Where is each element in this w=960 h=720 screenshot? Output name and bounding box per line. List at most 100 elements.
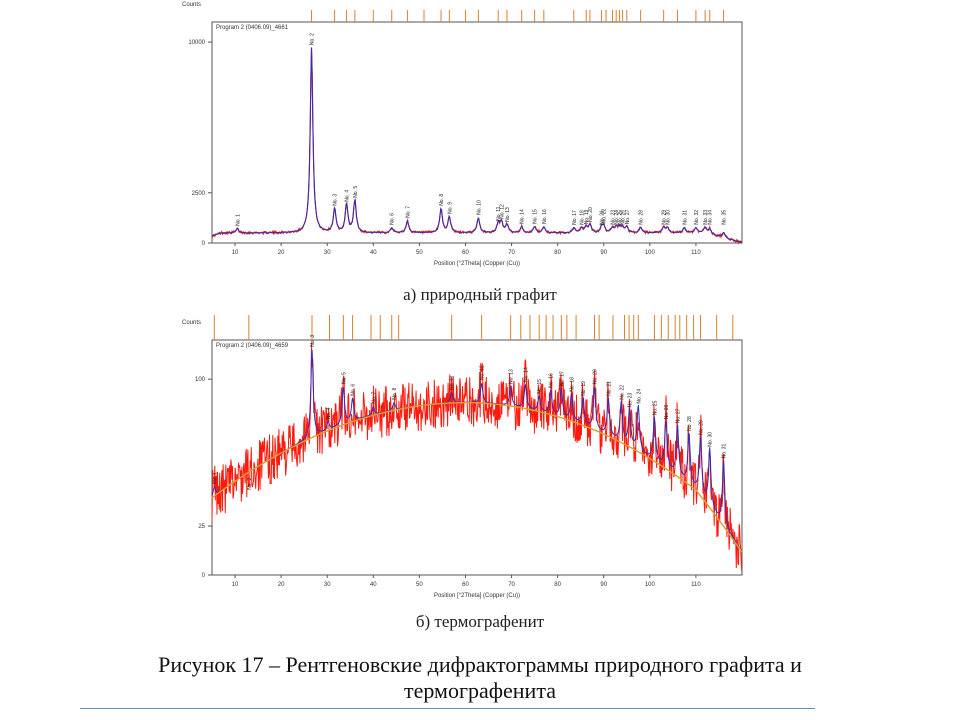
peak-label: No. 21 <box>599 210 605 225</box>
peak-label: No. 6 <box>351 384 357 396</box>
chart-panel-b: Counts Program 2 (0406.09)_4659 0 25 100 10 20… <box>140 310 760 610</box>
x-tick-label: 10 <box>232 250 239 256</box>
x-tick-label: 30 <box>324 250 331 256</box>
y-tick-label: 2500 <box>192 191 206 197</box>
peak-label: No. 11 <box>496 206 502 221</box>
peak-label: No. 9 <box>447 202 453 214</box>
peak-label: No. 20 <box>593 369 599 384</box>
peak-label: No. 8 <box>439 194 445 206</box>
peak-label: No. 23 <box>611 210 617 225</box>
peak-label: No. 4 <box>345 190 351 202</box>
diffractogram-a: Counts Program 2 (0406.09)_4661 0 2500 10000… <box>182 2 743 267</box>
peak-label: No. 14 <box>520 209 526 224</box>
x-tick-label: 20 <box>278 582 285 588</box>
x-tick-label: 30 <box>324 582 331 588</box>
x-tick-label: 60 <box>462 582 469 588</box>
peak-label: No. 22 <box>619 385 625 400</box>
peak-label: No. 18 <box>570 377 576 392</box>
x-tick-label: 60 <box>462 250 469 256</box>
x-tick-label: 80 <box>554 582 561 588</box>
figure-caption: Рисунок 17 – Рентгеновские дифрактограмм… <box>0 652 960 704</box>
peak-label: No. 13 <box>509 369 515 384</box>
footer-divider <box>80 708 815 709</box>
peak-label: No. 23 <box>628 393 634 408</box>
peak-label: No. 2 <box>247 478 253 490</box>
x-tick-label: 50 <box>416 250 423 256</box>
x-tick-label: 40 <box>370 582 377 588</box>
peak-label: No. 18 <box>580 210 586 225</box>
peak-label: No. 7 <box>405 206 411 218</box>
y-tick-label: 25 <box>198 524 205 530</box>
peak-label: No. 22 <box>602 209 608 224</box>
subcaption-b: б) термографенит <box>415 612 545 631</box>
x-tick-label: 100 <box>645 582 656 588</box>
peak-label: No. 24 <box>636 389 642 404</box>
peak-label: No. 10 <box>476 200 482 215</box>
peak-label: No. 24 <box>614 210 620 225</box>
peak-label: No. 2 <box>310 33 316 45</box>
legend-tag: Program 2 (0406.09)_4661 <box>216 25 289 31</box>
peak-label: No. 25 <box>617 210 623 225</box>
peak-label: No. 4 <box>326 407 332 419</box>
figure-caption-line2: термографенита <box>404 678 556 703</box>
peak-label: No. 15 <box>533 209 539 224</box>
peak-label: No. 11 <box>450 375 456 390</box>
peak-label: No. 33 <box>703 210 709 225</box>
peak-label: No. 3 <box>333 194 339 206</box>
peak-label: No. 12 <box>480 365 486 380</box>
peak-label: No. 5 <box>341 372 347 384</box>
peak-label: No. 29 <box>699 420 705 435</box>
peak-label: No. 25 <box>652 400 658 415</box>
peak-label: No. 34 <box>708 210 714 225</box>
peak-label: No. 16 <box>542 209 548 224</box>
peak-label: No. 19 <box>581 381 587 396</box>
peak-label: No. 6 <box>390 213 396 225</box>
x-axis-label: Position [°2Theta] (Copper (Cu)) <box>434 261 520 267</box>
fit-line <box>211 47 742 243</box>
diffractogram-b: Counts Program 2 (0406.09)_4659 0 25 100 10 20… <box>182 315 743 599</box>
peak-label: No. 26 <box>621 210 627 225</box>
peak-label: No. 1 <box>235 214 241 226</box>
figure-caption-line1: Рисунок 17 – Рентгеновские дифрактограмм… <box>158 652 802 677</box>
x-tick-label: 20 <box>278 250 285 256</box>
x-tick-label: 90 <box>600 250 607 256</box>
x-tick-label: 110 <box>691 250 701 256</box>
peak-label: No. 20 <box>588 207 594 222</box>
peak-label: No. 30 <box>665 210 671 225</box>
peak-label: No. 14 <box>523 367 529 382</box>
peak-label: No. 21 <box>606 381 612 396</box>
peak-label: No. 27 <box>676 408 682 423</box>
x-tick-label: 70 <box>508 250 515 256</box>
peak-label: No. 5 <box>353 186 359 198</box>
peak-label: No. 29 <box>662 210 668 225</box>
peak-label: No. 16 <box>549 373 555 388</box>
y-tick-label: 100 <box>195 377 206 383</box>
subcaption-a: а) природный графит <box>403 285 557 304</box>
x-tick-label: 80 <box>554 250 561 256</box>
y-axis-label: Counts <box>182 320 201 326</box>
peak-label: No. 19 <box>584 209 590 224</box>
x-tick-label: 40 <box>370 250 377 256</box>
peak-label: No. 32 <box>694 210 700 225</box>
peak-label: No. 31 <box>722 443 728 458</box>
peak-label: No. 31 <box>682 210 688 225</box>
x-tick-label: 90 <box>600 582 607 588</box>
plot-frame <box>211 339 743 576</box>
x-tick-label: 50 <box>416 582 423 588</box>
peak-label: No. 26 <box>664 404 670 419</box>
y-tick-label: 0 <box>202 573 206 579</box>
peak-label: No. 3 <box>310 335 316 347</box>
peak-label: No. 15 <box>537 379 543 394</box>
legend-tag: Program 2 (0406.09)_4659 <box>216 343 289 349</box>
x-axis-label: Position [°2Theta] (Copper (Cu)) <box>434 593 520 599</box>
y-tick-label: 10000 <box>188 40 205 46</box>
peak-label: No. 1 <box>212 472 218 484</box>
y-axis-label: Counts <box>182 2 201 8</box>
x-tick-label: 10 <box>232 582 239 588</box>
peak-label: No. 8 <box>392 388 398 400</box>
background-line <box>211 401 743 553</box>
peak-label: No. 35 <box>722 210 728 225</box>
peak-label: No. 12 <box>499 204 505 219</box>
peak-label: No. 7 <box>371 391 377 403</box>
